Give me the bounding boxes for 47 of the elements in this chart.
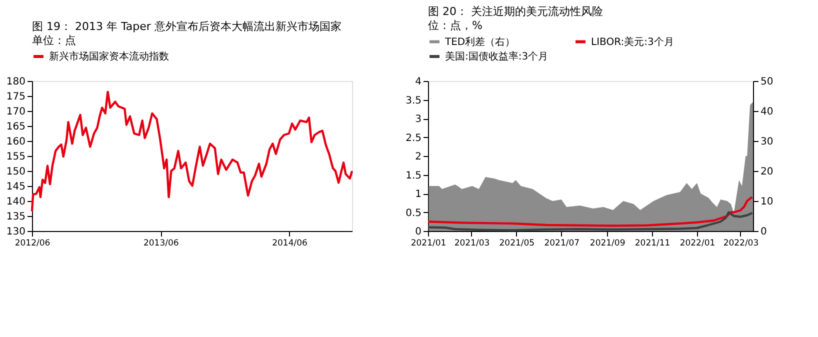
- y-tick-label: 140: [6, 196, 26, 208]
- x-tick-label: 2022/01: [680, 238, 716, 248]
- x-tick-label: 2021/09: [590, 238, 626, 248]
- x-tick-label: 2013/06: [143, 238, 179, 248]
- y-tick-label: 130: [6, 226, 26, 238]
- y-tick-label: 4: [415, 76, 422, 88]
- y-tick-label: 135: [6, 212, 26, 222]
- y2-tick-label: 20: [760, 166, 774, 178]
- y-tick-label: 0.5: [406, 208, 422, 219]
- chart-subtitle: 位：点，%: [428, 19, 482, 32]
- y2-tick-label: 40: [760, 106, 774, 118]
- y2-tick-label: 0: [760, 226, 767, 238]
- y-tick-label: 170: [6, 106, 26, 118]
- y-tick-label: 175: [6, 92, 26, 102]
- y-tick-label: 3.5: [406, 95, 422, 106]
- y-tick-label: 2: [415, 152, 422, 162]
- y-tick-label: 150: [6, 166, 26, 178]
- chart-title: 图 20： 关注近期的美元流动性风险: [428, 5, 603, 18]
- y2-tick-label: 30: [760, 136, 774, 148]
- chart-title: 图 19： 2013 年 Taper 意外宣布后资本大幅流出新兴市场国家: [32, 20, 342, 33]
- legend-label: 美国:国债收益率:3个月: [445, 50, 548, 62]
- y-tick-label: 180: [6, 76, 26, 88]
- y2-tick-label: 50: [760, 76, 774, 88]
- y-tick-label: 0: [415, 226, 422, 238]
- x-tick-label: 2021/07: [544, 238, 580, 248]
- line-series: [426, 196, 754, 227]
- y-tick-label: 1: [415, 189, 422, 200]
- legend-label: LIBOR:美元:3个月: [591, 36, 674, 48]
- y-tick-label: 145: [6, 182, 26, 192]
- x-tick-label: 2021/11: [634, 238, 670, 248]
- x-tick-label: 2021/05: [499, 238, 535, 248]
- y2-tick-label: 10: [760, 196, 774, 208]
- x-tick-label: 2021/03: [454, 238, 490, 248]
- y-tick-label: 165: [6, 122, 26, 132]
- y-tick-label: 1.5: [406, 170, 422, 182]
- legend-label: TED利差（右）: [444, 36, 516, 48]
- legend-label: 新兴市场国家资本流动指数: [49, 50, 169, 62]
- x-tick-label: 2014/06: [272, 238, 308, 248]
- y-tick-label: 2.5: [406, 132, 422, 144]
- y-tick-label: 155: [6, 152, 26, 162]
- line-series: [30, 90, 354, 212]
- chart-subtitle: 单位：点: [32, 34, 76, 47]
- y-tick-label: 3: [415, 114, 422, 125]
- x-tick-label: 2022/03: [723, 238, 759, 248]
- x-tick-label: 2012/06: [14, 238, 50, 248]
- x-tick-label: 2021/01: [410, 238, 446, 248]
- y-tick-label: 160: [6, 136, 26, 148]
